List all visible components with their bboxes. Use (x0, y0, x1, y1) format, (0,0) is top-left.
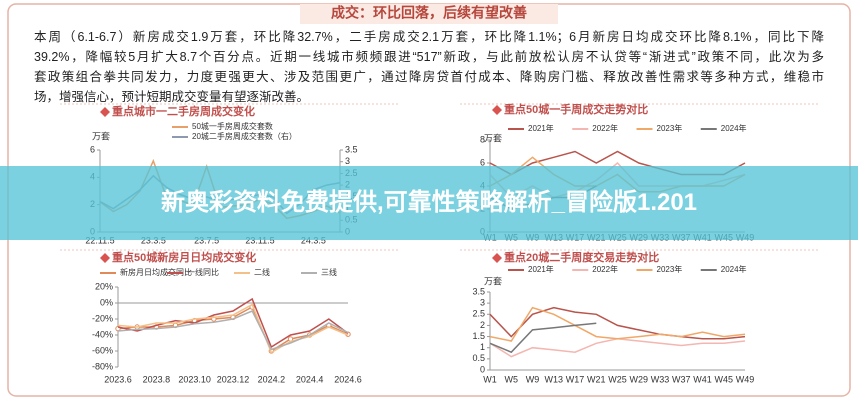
chart-title: 重点城市一二手房周成交变化 (112, 104, 255, 118)
legend-label: 三线 (321, 267, 337, 277)
x-tick-label: 2023.12 (217, 374, 250, 384)
x-tick-label: W41 (693, 374, 712, 384)
legend-label: 2023年 (657, 264, 683, 274)
paragraph-line: 场，增强信心，预计短期成交变量有望逐渐改善。 (34, 90, 310, 104)
y-axis-unit: 万套 (484, 132, 502, 143)
y-tick-label: 0% (100, 297, 113, 307)
x-tick-label: W37 (672, 374, 691, 384)
legend-label: 2022年 (592, 123, 618, 133)
x-tick-label: 22.11.5 (85, 235, 114, 245)
legend-label: 2021年 (528, 123, 554, 133)
x-tick-label: W29 (629, 374, 648, 384)
series-line (117, 310, 349, 351)
y-axis-unit: 万套 (484, 275, 502, 286)
series-line (117, 303, 349, 354)
y-tick-label: -40% (92, 329, 113, 339)
chart-title: 重点20城二手周度交易走势对比 (504, 250, 659, 264)
paragraph-line: 本周（6.1-6.7）新房成交1.9万套，环比降32.7%，二手房成交2.1万套… (34, 30, 824, 44)
x-tick-label: W21 (587, 374, 606, 384)
y-tick-label: -80% (92, 361, 113, 371)
legend-label: 50城一手房周成交套数 (192, 121, 273, 131)
y-tick-label: 8 (480, 134, 485, 144)
x-tick-label: W49 (736, 374, 755, 384)
x-tick-label: 23.3.5 (141, 235, 166, 245)
y-tick-label: 0.5 (472, 353, 485, 363)
legend-label: 2022年 (592, 264, 618, 274)
x-tick-label: W17 (566, 374, 585, 384)
y2-tick-label: 3 (345, 156, 350, 166)
series-line (489, 306, 746, 340)
y-tick-label: -60% (92, 345, 113, 355)
banner: 新奥彩资料免费提供,可靠性策略解析_冒险版1.201 (0, 166, 858, 240)
y-tick-label: 20% (95, 281, 113, 291)
y-tick-label: 3.5 (472, 286, 485, 296)
x-tick-label: 24.3.5 (301, 235, 326, 245)
title-icon (492, 253, 502, 263)
y-axis-unit: 万套 (92, 130, 110, 141)
series-line (489, 338, 746, 358)
series-line (489, 306, 746, 342)
header-band (300, 4, 558, 24)
y-tick-label: 2.5 (472, 309, 485, 319)
x-tick-label: 23.7.5 (194, 235, 219, 245)
legend-label: 2021年 (528, 264, 554, 274)
x-tick-label: 2024.2 (258, 374, 286, 384)
series-line (489, 322, 597, 354)
y-tick-label: 1.5 (472, 331, 485, 341)
y-tick-label: 6 (480, 157, 485, 167)
legend-label: 20城二手房周成交套数（右） (192, 131, 297, 141)
legend-label: 2023年 (657, 123, 683, 133)
paragraph-line: 套政策组合拳共同发力，力度更强更大、涉及范围更广，通过降房贷首付成本、降购房门槛… (34, 70, 824, 84)
y-tick-label: 1 (480, 342, 485, 352)
x-tick-label: 23.11.5 (245, 235, 274, 245)
x-tick-label: W25 (608, 374, 627, 384)
x-tick-label: 2023.10 (178, 374, 211, 384)
legend-label: 2024年 (721, 123, 747, 133)
legend-label: 新房月日均成交同比 (120, 267, 192, 277)
x-tick-label: 2024.6 (334, 374, 362, 384)
y-tick-label: 2 (480, 320, 485, 330)
x-tick-label: W45 (714, 374, 733, 384)
x-tick-label: W1 (483, 374, 497, 384)
series-line (117, 297, 349, 349)
paragraph-line: 39.2%，降幅较5月扩大8.7个百分点。近期一线城市频频跟进“517”新政，与… (34, 50, 824, 64)
title-icon (100, 107, 110, 117)
title-icon (100, 253, 110, 263)
y-tick-label: 6 (90, 144, 95, 154)
y2-tick-label: 3.5 (345, 144, 358, 154)
x-tick-label: 2024.4 (296, 374, 324, 384)
x-tick-label: 2023.8 (143, 374, 171, 384)
x-tick-label: W9 (526, 374, 540, 384)
legend-label: 一线同比 (187, 267, 219, 277)
legend-label: 2024年 (721, 264, 747, 274)
y-tick-label: 3 (480, 298, 485, 308)
x-tick-label: W5 (505, 374, 519, 384)
legend-label: 二线 (254, 267, 270, 277)
x-tick-label: W33 (651, 374, 670, 384)
title-icon (492, 105, 502, 115)
y-tick-label: 0 (480, 364, 485, 374)
chart-title: 重点50城一手周成交走势对比 (504, 102, 648, 116)
chart-title: 重点50城新房月日均成交变化 (112, 250, 256, 264)
x-tick-label: 2023.6 (104, 374, 132, 384)
header-title: 成交：环比回落，后续有望改善 (331, 5, 527, 21)
y-tick-label: -20% (92, 313, 113, 323)
x-tick-label: W13 (544, 374, 563, 384)
